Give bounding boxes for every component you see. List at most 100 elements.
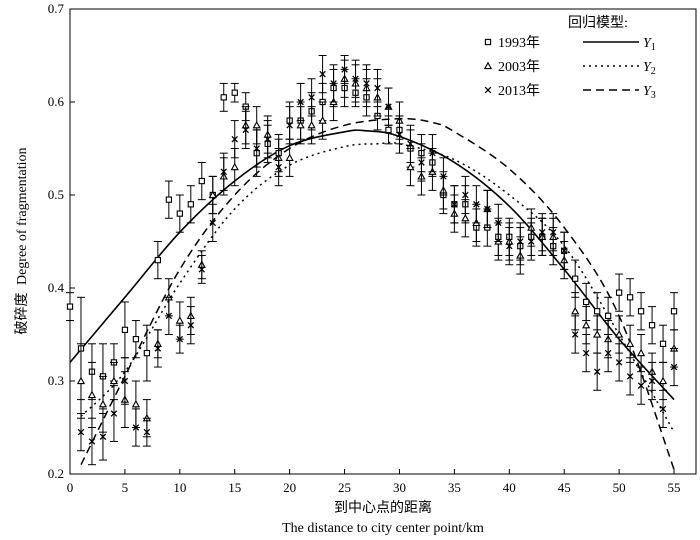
data-point bbox=[626, 294, 634, 301]
data-point bbox=[517, 238, 524, 245]
legend-curve-label: Y1 bbox=[643, 36, 656, 53]
data-point bbox=[230, 162, 239, 171]
y-tick-label: 0.6 bbox=[48, 94, 65, 109]
data-point bbox=[110, 410, 118, 417]
data-point bbox=[484, 205, 491, 213]
x-tick-label: 10 bbox=[173, 480, 186, 495]
data-point bbox=[528, 238, 535, 245]
data-point bbox=[560, 247, 568, 255]
data-point bbox=[614, 330, 624, 338]
x-tick-label: 45 bbox=[558, 480, 571, 495]
data-point bbox=[330, 80, 337, 87]
data-point bbox=[131, 399, 141, 408]
data-point bbox=[165, 312, 173, 320]
data-point bbox=[604, 349, 612, 357]
data-point bbox=[637, 308, 645, 315]
data-point bbox=[187, 321, 195, 329]
data-point bbox=[307, 120, 316, 129]
data-point bbox=[220, 94, 227, 101]
data-point bbox=[506, 242, 513, 250]
data-point bbox=[132, 424, 140, 431]
x-tick-label: 15 bbox=[228, 480, 241, 495]
x-tick-label: 55 bbox=[668, 480, 681, 495]
data-point bbox=[625, 339, 635, 347]
x-axis-title-cn: 到中心点的距离 bbox=[334, 499, 432, 516]
data-point bbox=[264, 135, 271, 143]
data-point bbox=[308, 94, 315, 101]
data-point bbox=[132, 335, 140, 343]
data-points bbox=[66, 55, 679, 466]
data-point bbox=[549, 228, 557, 236]
y-tick-label: 0.7 bbox=[48, 1, 65, 16]
data-point bbox=[648, 322, 656, 329]
regression-curves bbox=[69, 117, 675, 470]
data-point bbox=[275, 163, 282, 171]
legend: 回归模型: 1993年 2003年 2013年 Y1 Y2 Y3 bbox=[483, 14, 656, 101]
legend-label: 2003年 bbox=[498, 59, 540, 75]
data-point bbox=[352, 75, 359, 83]
x-tick-label: 50 bbox=[613, 480, 626, 495]
data-point bbox=[88, 438, 96, 445]
data-point bbox=[252, 120, 261, 129]
curve-y2 bbox=[80, 141, 675, 433]
data-point bbox=[648, 377, 656, 385]
series-x bbox=[76, 55, 679, 466]
data-point bbox=[209, 219, 217, 227]
legend-marker-x bbox=[484, 86, 492, 94]
x-tick-label: 35 bbox=[448, 480, 461, 495]
data-point bbox=[451, 201, 458, 208]
data-point bbox=[593, 330, 602, 338]
data-point bbox=[593, 368, 601, 375]
data-point bbox=[99, 433, 107, 441]
legend-models-title: 回归模型: bbox=[568, 14, 628, 31]
data-point bbox=[77, 428, 85, 436]
data-point bbox=[285, 153, 294, 161]
data-point bbox=[407, 140, 414, 148]
axis-ticks: 0 5 10 15 20 25 30 35 40 45 50 55 0.2 0.3 0.4 0.5 0.6 0.7 bbox=[48, 1, 681, 495]
data-point bbox=[670, 363, 678, 371]
data-point bbox=[571, 306, 580, 315]
data-point bbox=[604, 312, 612, 320]
data-point bbox=[473, 201, 480, 208]
data-point bbox=[121, 377, 129, 385]
data-point bbox=[66, 303, 74, 310]
data-point bbox=[626, 373, 634, 380]
data-point bbox=[231, 135, 238, 143]
data-point bbox=[341, 66, 348, 73]
data-point bbox=[198, 266, 206, 273]
legend-marker-triangle bbox=[483, 61, 493, 70]
data-point bbox=[636, 348, 646, 357]
data-point bbox=[658, 376, 668, 385]
data-point bbox=[583, 298, 590, 306]
data-point bbox=[462, 191, 469, 199]
data-point bbox=[461, 213, 470, 222]
data-point bbox=[440, 173, 447, 180]
data-point bbox=[98, 399, 108, 408]
data-point bbox=[109, 376, 119, 385]
x-tick-label: 5 bbox=[122, 480, 129, 495]
curve-y3 bbox=[80, 117, 675, 470]
data-point bbox=[296, 120, 305, 129]
data-point bbox=[187, 201, 194, 208]
data-point bbox=[571, 331, 579, 338]
x-tick-label: 40 bbox=[503, 480, 516, 495]
data-point bbox=[418, 159, 425, 166]
x-tick-label: 25 bbox=[338, 480, 351, 495]
x-axis-title: The distance to city center point/km bbox=[282, 521, 484, 536]
data-point bbox=[220, 168, 228, 176]
data-point bbox=[87, 390, 97, 399]
legend-points: 1993年 2003年 2013年 bbox=[483, 35, 540, 99]
data-point bbox=[495, 219, 502, 227]
data-point bbox=[121, 326, 129, 333]
legend-label: 2013年 bbox=[498, 83, 540, 99]
data-point bbox=[429, 149, 436, 157]
y-tick-label: 0.4 bbox=[48, 280, 65, 295]
data-point bbox=[319, 70, 326, 78]
x-tick-label: 20 bbox=[283, 480, 296, 495]
data-point bbox=[198, 177, 205, 185]
data-point bbox=[253, 145, 260, 152]
y-tick-label: 0.5 bbox=[48, 187, 64, 202]
data-point bbox=[176, 335, 184, 343]
data-point bbox=[670, 308, 678, 315]
